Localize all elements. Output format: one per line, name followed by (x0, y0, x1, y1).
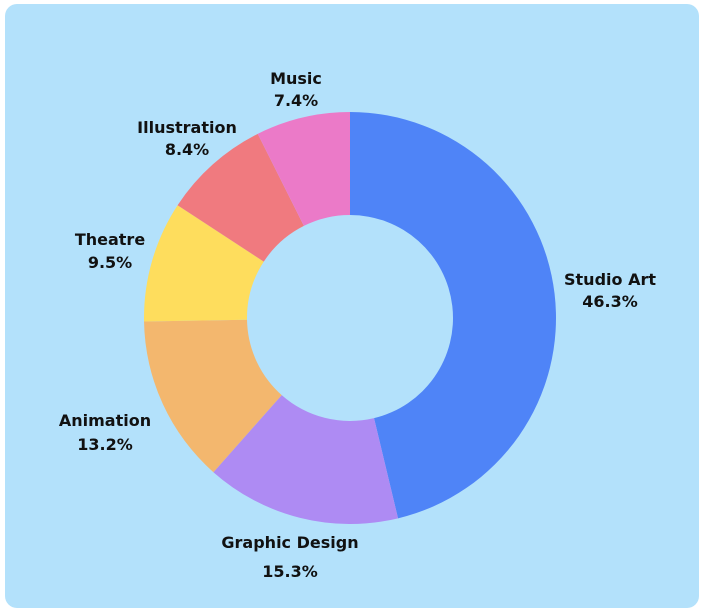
donut-labels: Studio Art 46.3% Graphic Design 15.3% Animat… (59, 69, 656, 581)
slice-value-label: 8.4% (165, 140, 209, 159)
slice-value-label: 7.4% (274, 91, 318, 110)
slice-value-label: 9.5% (88, 253, 132, 272)
slice-label: Theatre (75, 230, 145, 249)
slice-theatre (143, 205, 264, 322)
slice-music (257, 112, 350, 226)
slice-label: Illustration (137, 118, 237, 137)
slice-label: Animation (59, 411, 151, 430)
slice-animation (144, 319, 282, 473)
donut-slices (143, 112, 557, 524)
slice-illustration (177, 133, 304, 262)
slice-label: Graphic Design (221, 533, 358, 552)
slice-label: Studio Art (564, 270, 656, 289)
slice-value-label: 13.2% (77, 435, 133, 454)
slice-value-label: 46.3% (582, 292, 638, 311)
slice-value-label: 15.3% (262, 562, 318, 581)
slice-graphic-design (213, 395, 399, 524)
slice-label: Music (270, 69, 322, 88)
slice-studio-art (350, 112, 557, 519)
